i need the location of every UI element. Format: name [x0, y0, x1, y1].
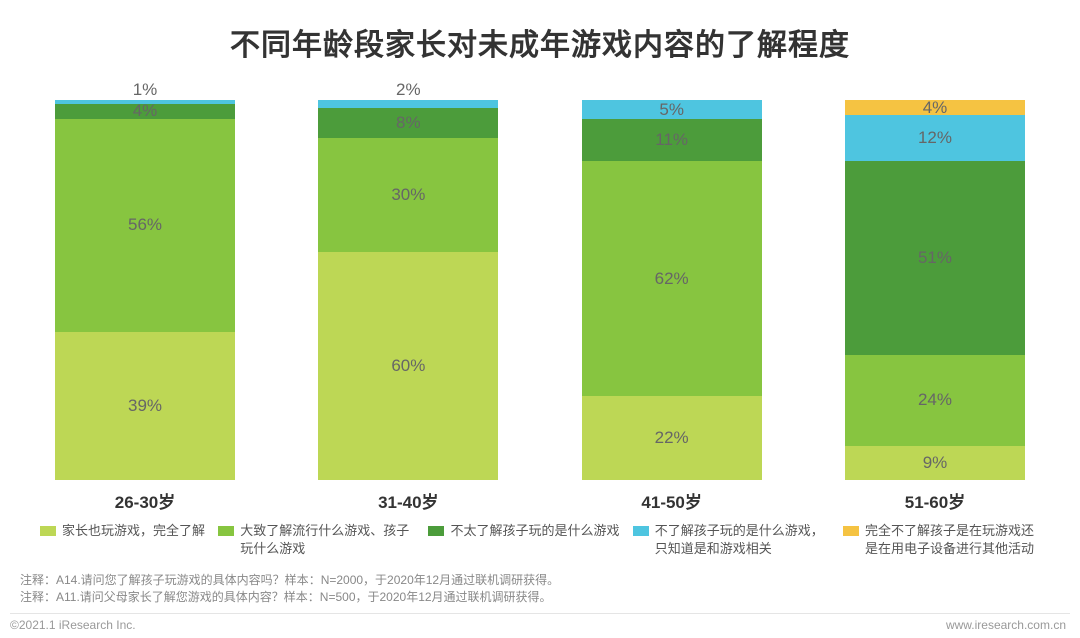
stacked-bar: 9% 24% 51% 12% 4%	[845, 100, 1025, 480]
stacked-bar: 39% 56% 4%1%	[55, 100, 235, 480]
legend-swatch	[633, 526, 649, 536]
footer-divider	[10, 613, 1070, 614]
bar-segment: 12%	[845, 115, 1025, 161]
legend-swatch	[843, 526, 859, 536]
legend-label: 家长也玩游戏，完全了解	[62, 522, 205, 540]
footer-url: www.iresearch.com.cn	[946, 618, 1066, 632]
segment-label: 2%	[396, 80, 421, 100]
legend-item: 完全不了解孩子是在玩游戏还是在用电子设备进行其他活动	[843, 522, 1040, 557]
segment-label: 24%	[918, 390, 952, 410]
segment-label: 11%	[655, 130, 688, 150]
legend-label: 不了解孩子玩的是什么游戏，只知道是和游戏相关	[655, 522, 830, 557]
bar-segment: 62%	[582, 161, 762, 397]
chart-area: 39%56%4%1%60%30%8%2%22%62%11%5%9%24%51%1…	[55, 100, 1025, 480]
segment-label: 39%	[128, 396, 162, 416]
segment-label: 9%	[923, 453, 948, 473]
bar-segment: 30%	[318, 138, 498, 252]
bar-group: 9% 24% 51% 12% 4%	[845, 100, 1025, 480]
bar-segment: 51%	[845, 161, 1025, 355]
segment-label: 51%	[918, 248, 952, 268]
bar-segment: 5%	[582, 100, 762, 119]
bar-segment: 4%	[55, 104, 235, 119]
x-axis-label: 51-60岁	[845, 488, 1025, 513]
footer-copyright: ©2021.1 iResearch Inc.	[10, 618, 136, 632]
segment-label: 30%	[391, 185, 425, 205]
bar-group: 60% 30% 8% 2%	[318, 100, 498, 480]
bar-segment: 60%	[318, 252, 498, 480]
bar-segment: 39%	[55, 332, 235, 480]
segment-label: 56%	[128, 215, 162, 235]
legend-item: 大致了解流行什么游戏、孩子玩什么游戏	[218, 522, 415, 557]
bar-segment: 4%	[845, 100, 1025, 115]
chart-notes: 注释：A14.请问您了解孩子玩游戏的具体内容吗？样本：N=2000，于2020年…	[20, 572, 559, 607]
x-axis-label: 41-50岁	[582, 488, 762, 513]
segment-label: 4%	[923, 98, 948, 118]
segment-label: 1%	[133, 80, 158, 100]
bar-segment: 56%	[55, 119, 235, 332]
legend-item: 不太了解孩子玩的是什么游戏	[428, 522, 619, 557]
bar-segment: 11%	[582, 119, 762, 161]
segment-label: 5%	[659, 100, 684, 120]
segment-label: 22%	[655, 428, 689, 448]
bar-segment: 24%	[845, 355, 1025, 446]
legend-label: 完全不了解孩子是在玩游戏还是在用电子设备进行其他活动	[865, 522, 1040, 557]
x-axis-label: 26-30岁	[55, 488, 235, 513]
legend-label: 不太了解孩子玩的是什么游戏	[450, 522, 619, 540]
legend-swatch	[428, 526, 444, 536]
note-line-1: 注释：A14.请问您了解孩子玩游戏的具体内容吗？样本：N=2000，于2020年…	[20, 572, 559, 589]
bar-segment: 1%	[55, 100, 235, 104]
stacked-bar: 22% 62% 11% 5%	[582, 100, 762, 480]
legend: 家长也玩游戏，完全了解 大致了解流行什么游戏、孩子玩什么游戏 不太了解孩子玩的是什么…	[40, 522, 1040, 557]
note-line-2: 注释：A11.请问父母家长了解您游戏的具体内容？样本：N=500，于2020年1…	[20, 589, 559, 606]
bar-segment: 2%	[318, 100, 498, 108]
bar-group: 39% 56% 4%1%	[55, 100, 235, 480]
x-axis-label: 31-40岁	[318, 488, 498, 513]
legend-swatch	[218, 526, 234, 536]
segment-label: 60%	[391, 356, 425, 376]
bar-group: 22% 62% 11% 5%	[582, 100, 762, 480]
x-axis-labels: 26-30岁 31-40岁 41-50岁 51-60岁	[55, 488, 1025, 513]
bar-segment: 9%	[845, 446, 1025, 480]
segment-label: 62%	[655, 269, 689, 289]
bar-segment: 22%	[582, 396, 762, 480]
bar-segment: 8%	[318, 108, 498, 138]
stacked-bar: 60% 30% 8% 2%	[318, 100, 498, 480]
legend-item: 家长也玩游戏，完全了解	[40, 522, 205, 557]
segment-label: 4%	[133, 101, 158, 121]
legend-label: 大致了解流行什么游戏、孩子玩什么游戏	[240, 522, 415, 557]
legend-swatch	[40, 526, 56, 536]
segment-label: 8%	[396, 113, 421, 133]
segment-label: 12%	[918, 128, 952, 148]
legend-item: 不了解孩子玩的是什么游戏，只知道是和游戏相关	[633, 522, 830, 557]
chart-title: 不同年龄段家长对未成年游戏内容的了解程度	[0, 20, 1080, 64]
